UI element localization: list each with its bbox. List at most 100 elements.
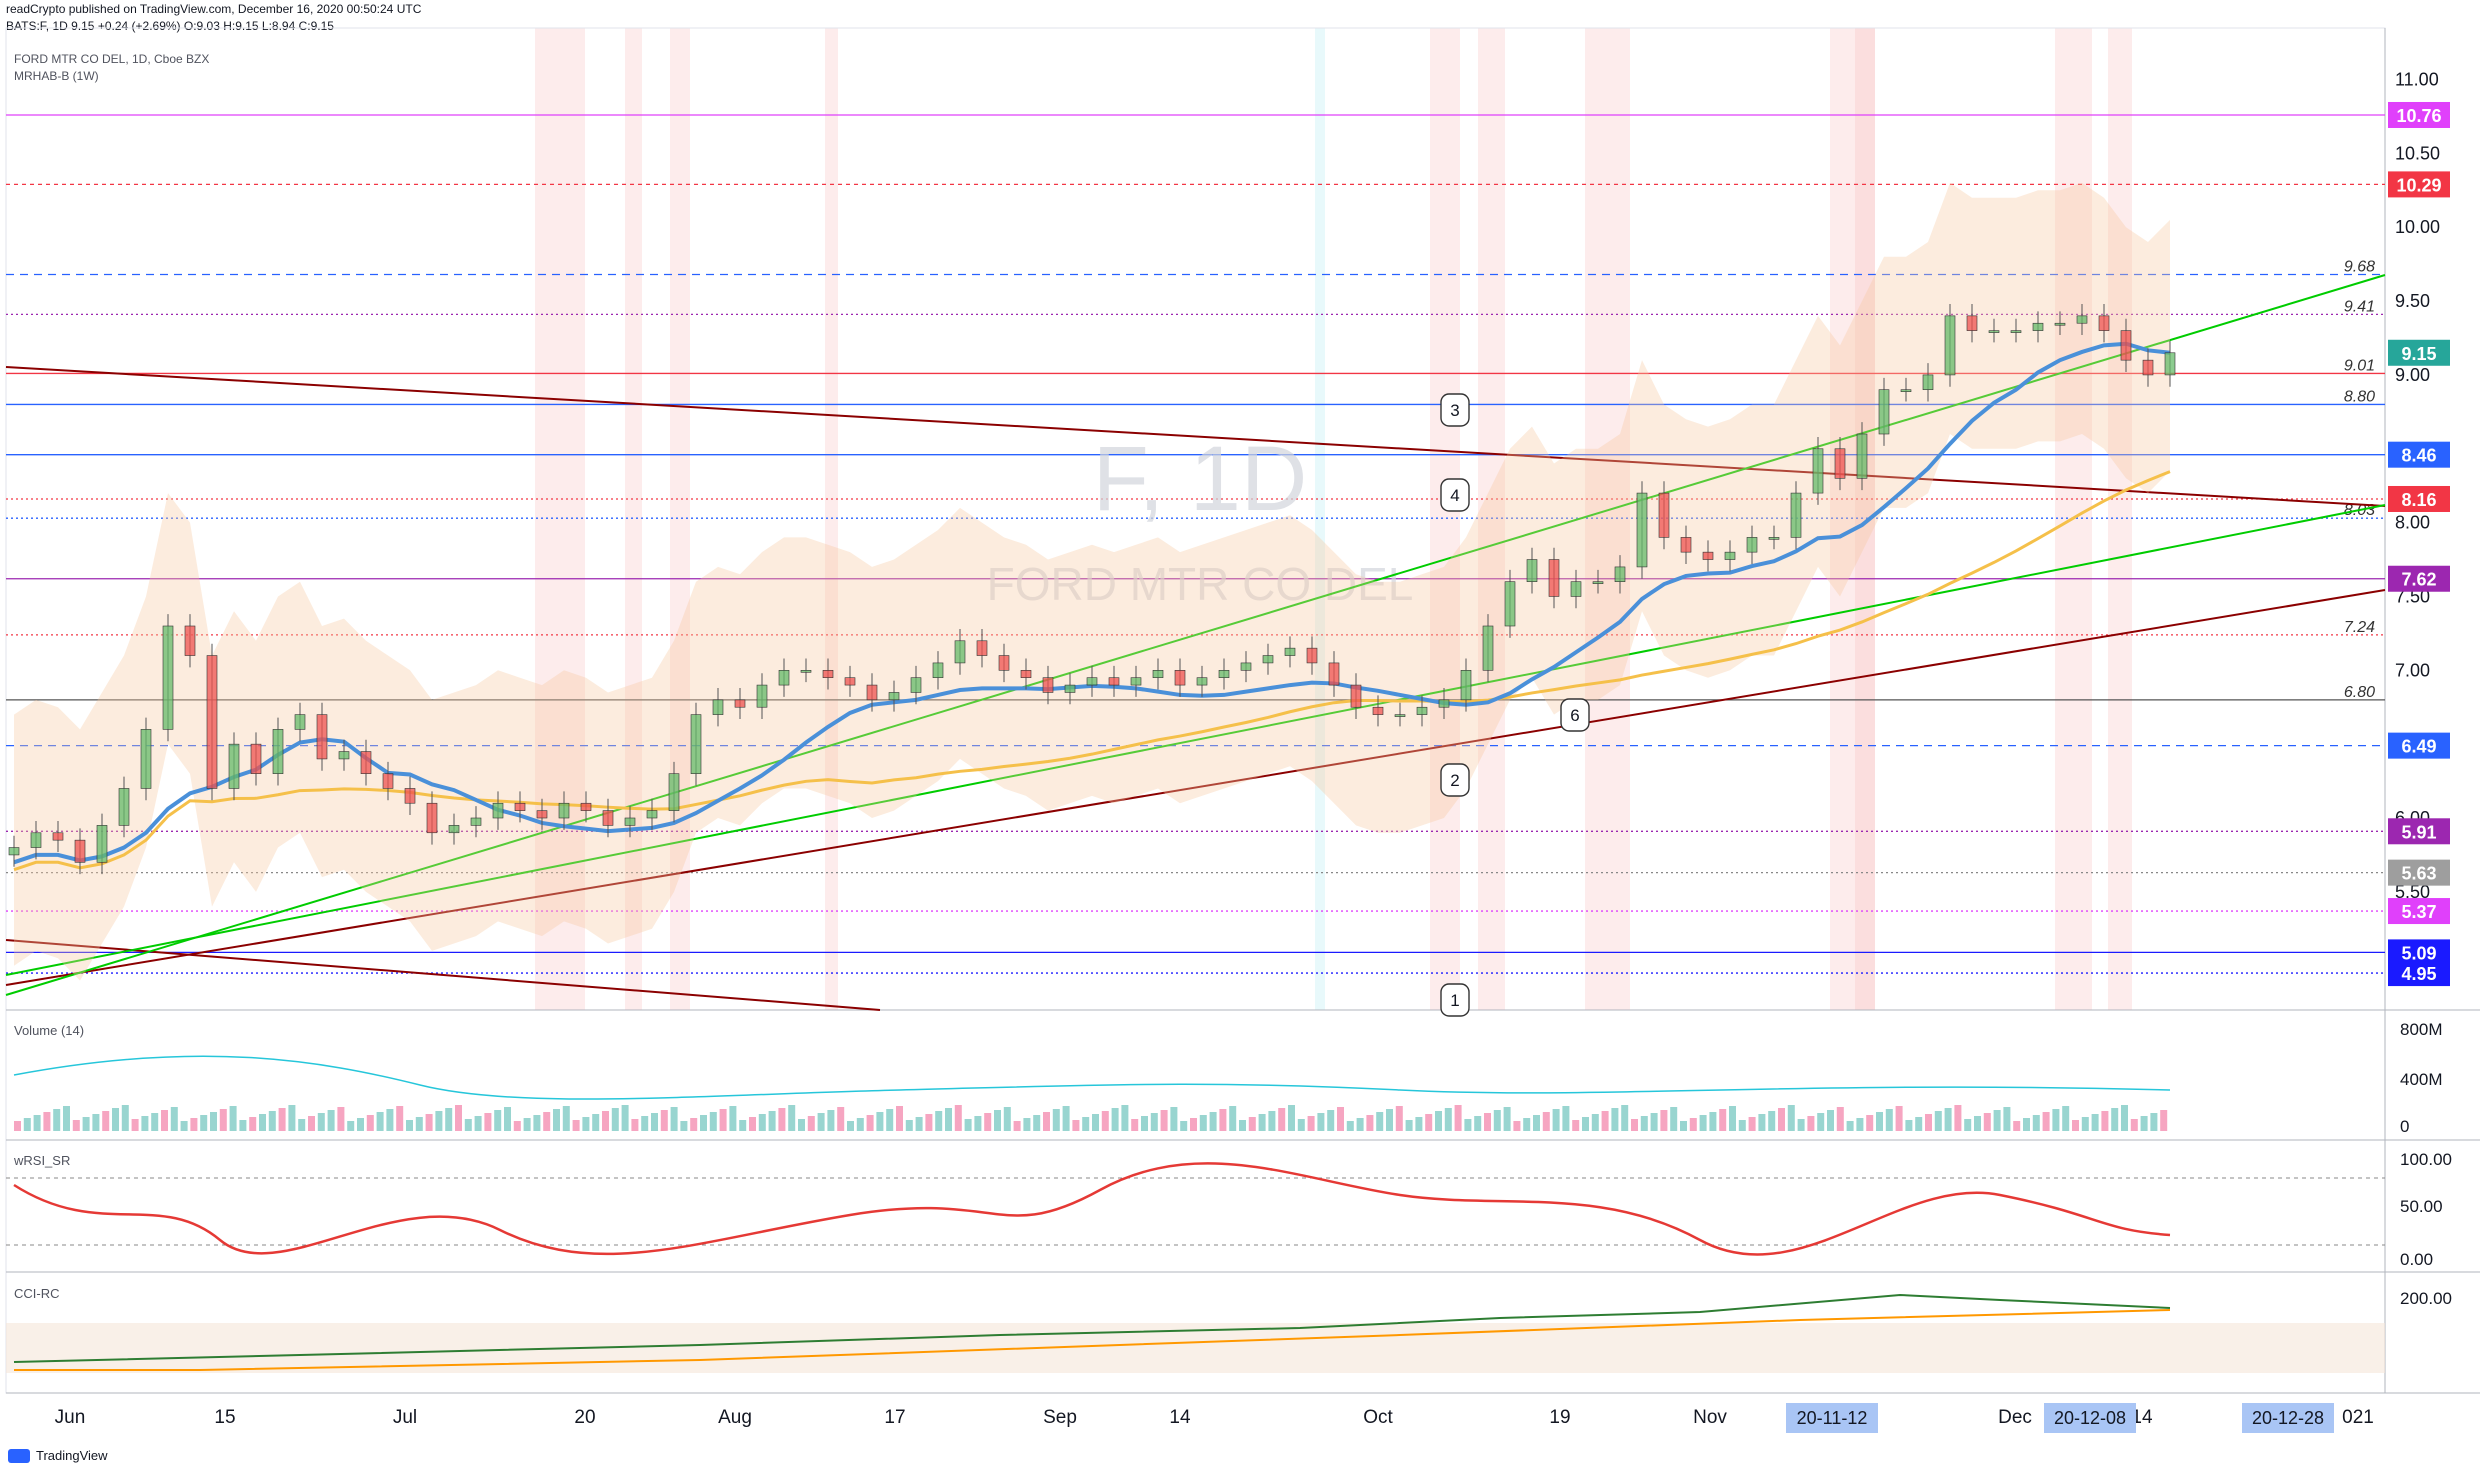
volume-bar xyxy=(817,1113,825,1131)
level-label: 9.01 xyxy=(2344,357,2375,374)
candle-body xyxy=(558,802,570,819)
volume-bar xyxy=(1640,1116,1648,1131)
volume-bar xyxy=(1425,1114,1433,1131)
volume-bar xyxy=(1572,1120,1580,1131)
volume-bar xyxy=(2121,1105,2128,1131)
volume-bar xyxy=(2091,1114,2099,1131)
volume-bar xyxy=(1062,1106,1070,1131)
callout-box xyxy=(1440,983,1470,1017)
volume-bar xyxy=(1258,1114,1266,1131)
volume-bar xyxy=(1974,1116,1981,1131)
candle-body xyxy=(52,832,64,841)
highlight-band xyxy=(1478,28,1505,1010)
pane-tick: 50.00 xyxy=(2400,1197,2443,1216)
candle-body xyxy=(866,684,878,701)
cci-signal-line xyxy=(14,1309,2171,1371)
candle-body xyxy=(1856,433,1868,479)
volume-bar xyxy=(651,1113,658,1131)
volume-bar xyxy=(1464,1119,1472,1131)
candle-body xyxy=(1680,537,1692,553)
volume-bar xyxy=(1689,1118,1697,1131)
volume-bar xyxy=(396,1106,404,1131)
candle-body xyxy=(316,714,328,760)
level-label: 7.24 xyxy=(2344,619,2375,636)
price-tick: 10.00 xyxy=(2395,217,2440,237)
volume-bar xyxy=(504,1107,511,1131)
candle-body xyxy=(1218,670,1230,678)
price-badge-label: 5.63 xyxy=(2401,864,2436,884)
volume-bar xyxy=(121,1105,129,1131)
volume-bar xyxy=(1905,1120,1913,1131)
volume-bar xyxy=(1552,1109,1560,1131)
candle-body xyxy=(1416,706,1428,715)
volume-bar xyxy=(1503,1107,1511,1131)
price-badge-label: 6.49 xyxy=(2401,737,2436,757)
price-badge-label: 5.37 xyxy=(2401,902,2436,922)
time-tick: Jul xyxy=(393,1407,417,1428)
volume-bar xyxy=(1013,1121,1021,1131)
price-badge xyxy=(2388,859,2450,886)
volume-bar xyxy=(1484,1113,1491,1131)
volume-bar xyxy=(896,1106,903,1131)
volume-bar xyxy=(2140,1116,2148,1131)
volume-bar xyxy=(553,1109,560,1131)
volume-bar xyxy=(151,1113,159,1131)
volume-bar xyxy=(484,1113,492,1131)
candle-body xyxy=(888,692,900,701)
volume-bar xyxy=(455,1105,462,1131)
callout-box xyxy=(1440,763,1470,797)
callout-label: 2 xyxy=(1450,771,1459,790)
tradingview-logo[interactable]: TradingView xyxy=(8,1448,108,1463)
volume-bar xyxy=(200,1115,208,1131)
volume-bar xyxy=(131,1119,139,1131)
volume-bar xyxy=(1797,1119,1805,1131)
volume-bar xyxy=(1131,1119,1139,1131)
candle-body xyxy=(1768,537,1780,540)
volume-bar xyxy=(259,1114,266,1131)
candle-body xyxy=(602,810,614,826)
price-badge-label: 5.09 xyxy=(2401,943,2436,963)
time-tick: 021 xyxy=(2342,1407,2374,1428)
volume-bar xyxy=(53,1109,61,1131)
volume-bar xyxy=(837,1107,845,1131)
volume-bar xyxy=(43,1112,51,1131)
volume-bar xyxy=(1160,1110,1168,1131)
price-tick: 11.00 xyxy=(2395,70,2439,90)
volume-bar xyxy=(141,1116,149,1131)
time-tick: Oct xyxy=(1363,1407,1393,1428)
price-tick: 10.50 xyxy=(2395,143,2440,163)
volume-bar xyxy=(621,1105,629,1131)
volume-bar xyxy=(847,1121,854,1131)
volume-bar xyxy=(1356,1118,1364,1131)
volume-bar xyxy=(1533,1115,1540,1131)
volume-bar xyxy=(1219,1109,1227,1131)
time-badge xyxy=(1786,1403,1878,1433)
time-badge-label: 20-12-08 xyxy=(2054,1408,2126,1428)
candle-body xyxy=(1966,315,1978,331)
volume-bar xyxy=(33,1115,41,1131)
candle-body xyxy=(1592,581,1604,584)
volume-bar xyxy=(915,1117,923,1131)
level-label: 9.41 xyxy=(2344,298,2375,315)
volume-bar xyxy=(2072,1120,2079,1131)
level-label: 8.80 xyxy=(2344,388,2375,405)
volume-bar xyxy=(1229,1106,1237,1131)
volume-bar xyxy=(1601,1111,1609,1131)
volume-bar xyxy=(1699,1115,1707,1131)
volume-bar xyxy=(886,1109,894,1131)
price-badge xyxy=(2388,818,2450,845)
volume-bar xyxy=(1836,1107,1844,1131)
trendline xyxy=(5,274,2386,996)
time-tick: 15 xyxy=(214,1407,235,1428)
volume-bar xyxy=(631,1119,639,1131)
volume-bar xyxy=(1101,1111,1109,1131)
volume-bar xyxy=(1493,1110,1501,1131)
volume-bar xyxy=(984,1113,992,1131)
volume-bar xyxy=(1866,1115,1874,1131)
volume-bar xyxy=(758,1114,766,1131)
candle-body xyxy=(800,670,812,673)
volume-bar xyxy=(14,1121,21,1131)
volume-bar xyxy=(788,1105,796,1131)
highlight-band xyxy=(1315,28,1325,1010)
